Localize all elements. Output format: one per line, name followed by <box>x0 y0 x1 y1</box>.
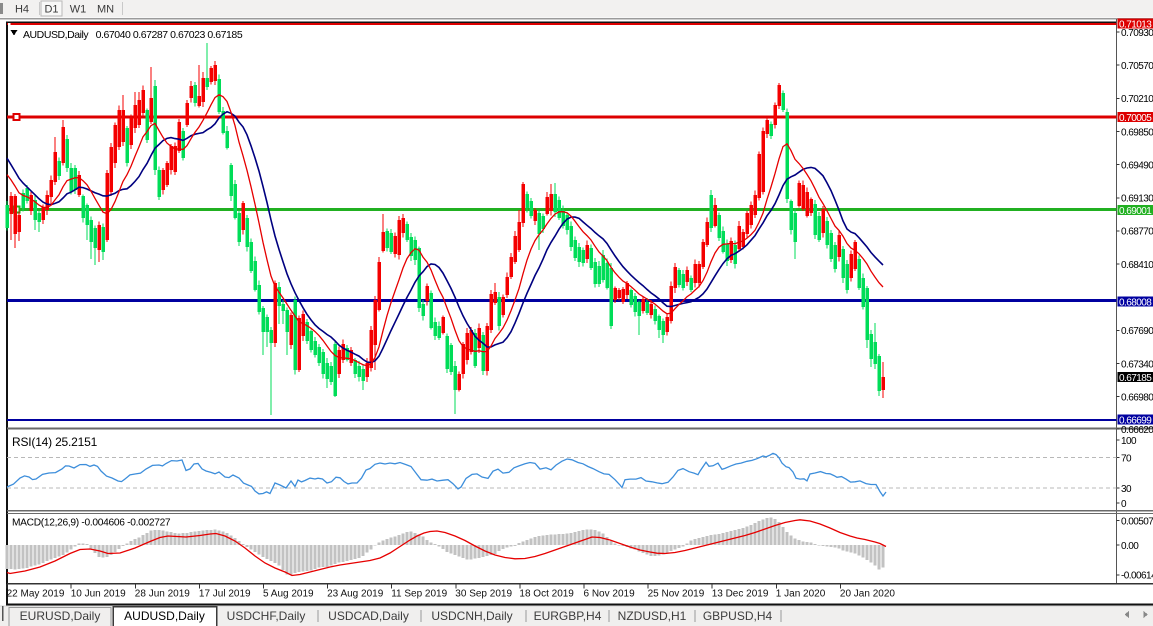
svg-text:25 Nov 2019: 25 Nov 2019 <box>648 589 705 600</box>
svg-text:0.68008: 0.68008 <box>1119 297 1152 308</box>
svg-text:W1: W1 <box>70 4 87 16</box>
svg-text:AUDUSD,Daily: AUDUSD,Daily <box>124 609 205 623</box>
svg-text:0.00: 0.00 <box>1121 541 1139 552</box>
svg-text:28 Jun 2019: 28 Jun 2019 <box>135 589 190 600</box>
svg-text:0.70930: 0.70930 <box>1121 28 1153 39</box>
svg-text:0.69850: 0.69850 <box>1121 127 1153 138</box>
svg-text:70: 70 <box>1121 453 1132 464</box>
svg-text:0.68410: 0.68410 <box>1121 260 1153 271</box>
svg-text:0.66620: 0.66620 <box>1121 425 1153 436</box>
svg-text:30: 30 <box>1121 484 1132 495</box>
svg-text:17 Jul 2019: 17 Jul 2019 <box>199 589 251 600</box>
svg-text:NZDUSD,H1: NZDUSD,H1 <box>618 609 687 623</box>
svg-text:6 Nov 2019: 6 Nov 2019 <box>584 589 636 600</box>
svg-text:GBPUSD,H4: GBPUSD,H4 <box>703 609 773 623</box>
svg-text:1 Jan 2020: 1 Jan 2020 <box>776 589 826 600</box>
svg-text:EURGBP,H4: EURGBP,H4 <box>534 609 602 623</box>
svg-text:0.71013: 0.71013 <box>1119 19 1152 30</box>
svg-text:0.67340: 0.67340 <box>1121 359 1153 370</box>
svg-text:20 Jan 2020: 20 Jan 2020 <box>840 589 895 600</box>
svg-text:0.69130: 0.69130 <box>1121 194 1153 205</box>
svg-text:0: 0 <box>1121 499 1127 510</box>
svg-text:0.69001: 0.69001 <box>1119 206 1152 217</box>
svg-text:23 Aug 2019: 23 Aug 2019 <box>327 589 384 600</box>
svg-text:H4: H4 <box>15 4 29 16</box>
svg-text:USDCHF,Daily: USDCHF,Daily <box>227 609 306 623</box>
svg-text:MN: MN <box>97 4 114 16</box>
svg-text:0.69490: 0.69490 <box>1121 160 1153 171</box>
svg-text:USDCNH,Daily: USDCNH,Daily <box>431 609 512 623</box>
svg-text:10 Jun 2019: 10 Jun 2019 <box>71 589 126 600</box>
svg-text:-0.006148: -0.006148 <box>1121 571 1153 582</box>
svg-text:EURUSD,Daily: EURUSD,Daily <box>20 609 101 623</box>
svg-text:100: 100 <box>1121 436 1137 447</box>
svg-text:0.70570: 0.70570 <box>1121 61 1153 72</box>
svg-text:0.67185: 0.67185 <box>1119 373 1152 384</box>
svg-text:13 Dec 2019: 13 Dec 2019 <box>712 589 769 600</box>
svg-text:RSI(14) 25.2151: RSI(14) 25.2151 <box>12 435 98 449</box>
svg-text:0.67690: 0.67690 <box>1121 326 1153 337</box>
svg-text:0.005076: 0.005076 <box>1121 516 1153 527</box>
svg-text:0.66980: 0.66980 <box>1121 392 1153 403</box>
svg-text:MACD(12,26,9) -0.004606 -0.002: MACD(12,26,9) -0.004606 -0.002727 <box>12 518 171 529</box>
svg-text:AUDUSD,Daily 0.67040 0.67287: AUDUSD,Daily 0.67040 0.67287 0.67023 0.6… <box>23 29 243 41</box>
svg-text:18 Oct 2019: 18 Oct 2019 <box>519 589 574 600</box>
svg-text:0.70210: 0.70210 <box>1121 94 1153 105</box>
svg-text:0.66699: 0.66699 <box>1119 415 1152 426</box>
svg-text:11 Sep 2019: 11 Sep 2019 <box>391 589 447 600</box>
svg-text:0.70005: 0.70005 <box>1119 113 1152 124</box>
svg-text:D1: D1 <box>44 4 58 16</box>
svg-text:0.68770: 0.68770 <box>1121 227 1153 238</box>
svg-text:22 May 2019: 22 May 2019 <box>7 589 65 600</box>
svg-text:30 Sep 2019: 30 Sep 2019 <box>455 589 512 600</box>
svg-text:USDCAD,Daily: USDCAD,Daily <box>328 609 409 623</box>
svg-text:5 Aug 2019: 5 Aug 2019 <box>263 589 314 600</box>
